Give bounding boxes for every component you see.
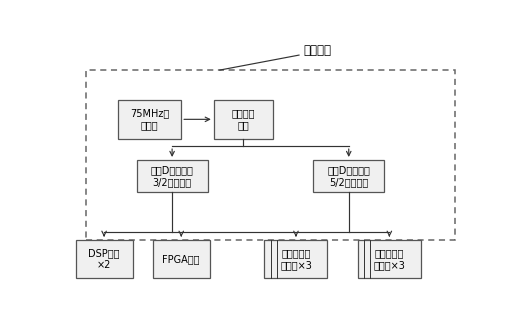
Text: 75MHz品
振电路: 75MHz品 振电路 [130,109,169,130]
Bar [265,240,328,278]
Text: 时钟驱动
芯片: 时钟驱动 芯片 [232,109,255,130]
Bar [118,100,181,139]
Text: DSP芯片
×2: DSP芯片 ×2 [89,248,120,270]
Text: 基于D触发器的
5/2分频电路: 基于D触发器的 5/2分频电路 [328,165,370,187]
Bar [313,160,384,192]
Text: FPGA芯片: FPGA芯片 [162,254,200,264]
Bar [214,100,272,139]
Bar [86,70,455,240]
Text: 基于D触发器的
3/2分频电路: 基于D触发器的 3/2分频电路 [151,165,193,187]
Bar [137,160,208,192]
Bar [358,240,421,278]
Text: 图像采集编
码芯片×3: 图像采集编 码芯片×3 [280,248,312,270]
Bar [75,240,133,278]
Text: 时钟电路: 时钟电路 [303,44,331,57]
Text: 图像回放解
码芯片×3: 图像回放解 码芯片×3 [374,248,405,270]
Bar [153,240,210,278]
